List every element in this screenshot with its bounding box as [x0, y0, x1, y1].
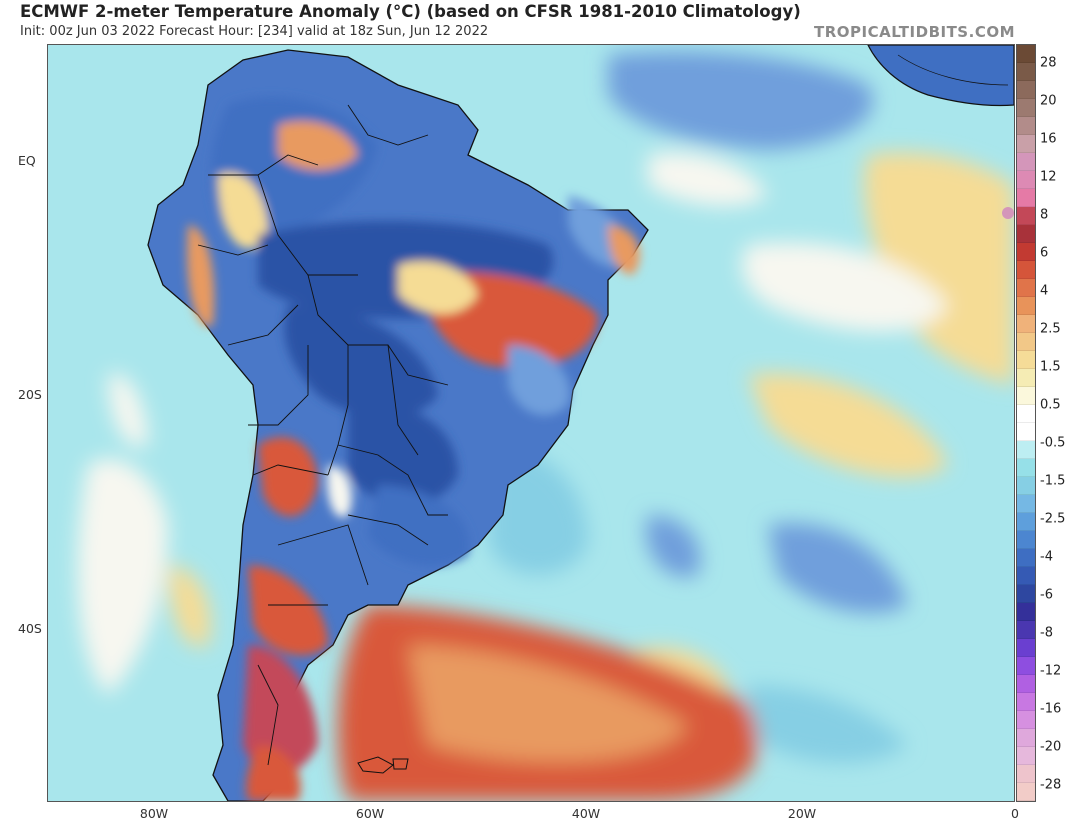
colorbar-segment [1017, 621, 1035, 639]
colorbar-segment [1017, 531, 1035, 549]
colorbar-segment [1017, 459, 1035, 477]
local-warm-spot [1002, 207, 1014, 219]
colorbar-label: -8 [1040, 625, 1053, 641]
colorbar-segment [1017, 477, 1035, 495]
colorbar-label: 4 [1040, 283, 1049, 299]
colorbar-label: 8 [1040, 207, 1049, 223]
colorbar-segment [1017, 351, 1035, 369]
africa-coast [867, 45, 1014, 107]
colorbar-segment [1017, 45, 1035, 63]
colorbar-label: 0.5 [1040, 397, 1061, 413]
colorbar-segment [1017, 189, 1035, 207]
colorbar [1016, 44, 1036, 802]
colorbar-segment [1017, 657, 1035, 675]
colorbar-segment [1017, 387, 1035, 405]
colorbar-label: -1.5 [1040, 473, 1066, 489]
colorbar-segment [1017, 279, 1035, 297]
colorbar-segment [1017, 153, 1035, 171]
colorbar-segment [1017, 441, 1035, 459]
lat-label-20s: 20S [18, 387, 42, 402]
colorbar-label: -12 [1040, 663, 1062, 679]
colorbar-segment [1017, 243, 1035, 261]
lat-label-40s: 40S [18, 621, 42, 636]
colorbar-segment [1017, 99, 1035, 117]
colorbar-label: 16 [1040, 131, 1057, 147]
colorbar-segment [1017, 513, 1035, 531]
ocean-anomaly-patches [77, 51, 1014, 801]
colorbar-segment [1017, 729, 1035, 747]
map-title: ECMWF 2-meter Temperature Anomaly (°C) (… [20, 2, 801, 21]
colorbar-segment [1017, 135, 1035, 153]
colorbar-segment [1017, 783, 1035, 801]
colorbar-segment [1017, 369, 1035, 387]
colorbar-label: -4 [1040, 549, 1053, 565]
colorbar-segment [1017, 117, 1035, 135]
brand-watermark: TROPICALTIDBITS.COM [814, 23, 1015, 41]
lat-label-eq: EQ [18, 153, 36, 168]
colorbar-segment [1017, 549, 1035, 567]
falkland-islands [357, 756, 409, 774]
anomaly-map [47, 44, 1015, 802]
colorbar-segment [1017, 333, 1035, 351]
colorbar-segment [1017, 567, 1035, 585]
colorbar-segment [1017, 585, 1035, 603]
colorbar-label: 6 [1040, 245, 1049, 261]
colorbar-label: -20 [1040, 739, 1062, 755]
colorbar-segment [1017, 639, 1035, 657]
colorbar-segment [1017, 81, 1035, 99]
colorbar-segment [1017, 405, 1035, 423]
colorbar-segment [1017, 423, 1035, 441]
colorbar-segment [1017, 315, 1035, 333]
colorbar-segment [1017, 495, 1035, 513]
colorbar-segment [1017, 297, 1035, 315]
lon-label-0: 0 [1011, 806, 1019, 821]
colorbar-segment [1017, 765, 1035, 783]
colorbar-label: -16 [1040, 701, 1062, 717]
colorbar-label: 20 [1040, 93, 1057, 109]
colorbar-segment [1017, 63, 1035, 81]
colorbar-segment [1017, 207, 1035, 225]
lon-label-60w: 60W [355, 806, 385, 821]
colorbar-label: 28 [1040, 55, 1057, 71]
colorbar-segment [1017, 261, 1035, 279]
colorbar-label: -0.5 [1040, 435, 1066, 451]
colorbar-label: 2.5 [1040, 321, 1061, 337]
colorbar-segment [1017, 675, 1035, 693]
lon-label-80w: 80W [139, 806, 169, 821]
colorbar-segment [1017, 747, 1035, 765]
colorbar-label: 1.5 [1040, 359, 1061, 375]
colorbar-label: -2.5 [1040, 511, 1066, 527]
map-subtitle: Init: 00z Jun 03 2022 Forecast Hour: [23… [20, 24, 489, 39]
colorbar-segment [1017, 711, 1035, 729]
colorbar-label: 12 [1040, 169, 1057, 185]
colorbar-segment [1017, 171, 1035, 189]
lon-label-20w: 20W [787, 806, 817, 821]
colorbar-segment [1017, 225, 1035, 243]
lon-label-40w: 40W [571, 806, 601, 821]
country-borders [197, 104, 449, 766]
colorbar-label: -28 [1040, 777, 1062, 793]
land-anomaly-patches [187, 97, 640, 801]
colorbar-label: -6 [1040, 587, 1053, 603]
colorbar-segment [1017, 603, 1035, 621]
colorbar-segment [1017, 693, 1035, 711]
